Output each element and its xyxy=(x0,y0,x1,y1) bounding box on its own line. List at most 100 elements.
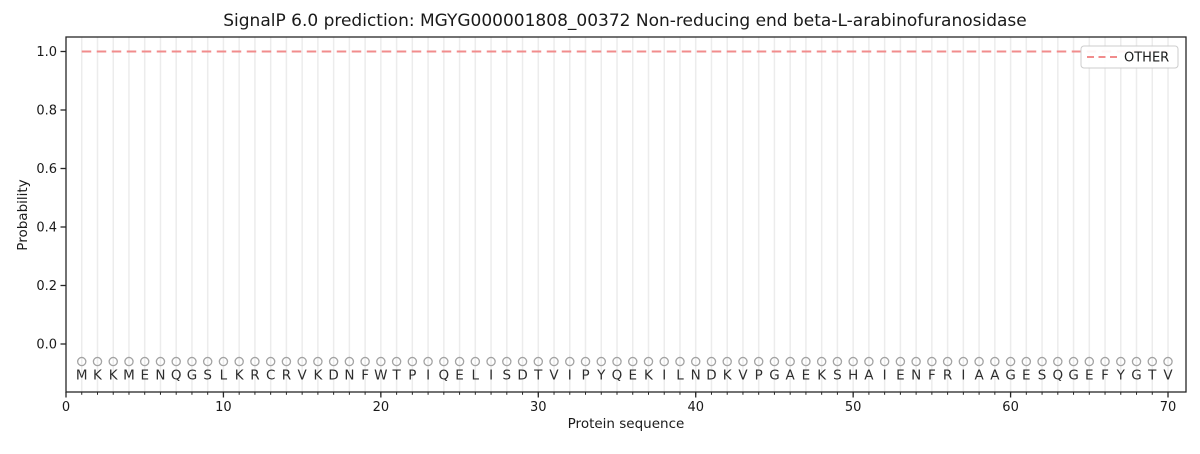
residue-marker xyxy=(1147,356,1158,367)
residue-marker xyxy=(234,356,244,367)
residue-letter: P xyxy=(755,368,763,384)
residue-letter: Y xyxy=(1116,368,1126,384)
residue-letter: K xyxy=(644,368,654,384)
residue-letter: F xyxy=(928,368,936,384)
residue-letter: A xyxy=(786,368,796,384)
gridlines-layer xyxy=(80,37,1169,392)
residue-marker xyxy=(1116,356,1126,367)
residue-marker xyxy=(785,356,795,367)
residue-marker xyxy=(281,356,292,367)
residue-marker xyxy=(1005,356,1016,367)
residue-letter: I xyxy=(426,368,430,384)
residue-marker xyxy=(801,356,811,367)
y-tick-label: 0.0 xyxy=(36,338,57,353)
residue-marker xyxy=(769,356,780,367)
residue-marker xyxy=(627,356,638,367)
residue-marker xyxy=(423,356,433,367)
residue-marker xyxy=(187,356,197,367)
residue-marker xyxy=(171,356,181,367)
residue-letter: N xyxy=(911,368,921,384)
residue-letter: E xyxy=(1085,368,1094,384)
residue-letter: E xyxy=(896,368,905,384)
residue-letter: S xyxy=(1038,368,1047,384)
residue-letter: T xyxy=(533,368,543,384)
residue-letter: T xyxy=(1147,368,1157,384)
residue-letter: Y xyxy=(596,368,606,384)
residue-letter: M xyxy=(123,368,135,384)
residue-letter: L xyxy=(220,368,228,384)
residue-marker xyxy=(1053,356,1063,367)
residue-marker xyxy=(659,356,669,367)
residue-marker xyxy=(108,356,118,367)
residue-marker xyxy=(92,356,103,367)
residue-letter: I xyxy=(883,368,887,384)
residue-marker xyxy=(155,356,166,367)
residue-letter: Q xyxy=(1052,368,1063,384)
residue-markers-layer xyxy=(76,356,1173,367)
legend: OTHER xyxy=(1080,45,1179,69)
residue-letter: R xyxy=(250,368,259,384)
residue-letter: A xyxy=(990,368,1000,384)
residue-marker xyxy=(139,356,150,367)
axis-ticks-layer: 0 10 20 30 40 50 60 70 0.0 0.2 0.4 0.6 0.8 1.0 xyxy=(36,45,1176,415)
residue-letter: V xyxy=(1163,368,1173,384)
residue-marker xyxy=(816,356,827,367)
residue-letter: S xyxy=(503,368,512,384)
plot-title: SignalP 6.0 prediction: MGYG000001808_00… xyxy=(223,11,1026,31)
x-tick-label: 20 xyxy=(373,400,390,415)
residue-letter: R xyxy=(282,368,291,384)
residue-letter: D xyxy=(517,368,527,384)
residue-letter: V xyxy=(549,368,559,384)
residue-marker xyxy=(454,356,465,367)
y-tick-label: 0.2 xyxy=(36,279,57,294)
residue-marker xyxy=(313,356,323,367)
residue-letter: H xyxy=(848,368,858,384)
residue-letter: G xyxy=(187,368,197,384)
y-tick-label: 0.8 xyxy=(36,104,57,119)
legend-entry-label: OTHER xyxy=(1124,51,1169,66)
residue-marker xyxy=(990,356,1000,367)
y-tick-label: 0.4 xyxy=(36,221,57,236)
residue-letter: K xyxy=(313,368,323,384)
residue-letter: A xyxy=(974,368,984,384)
residue-letter: I xyxy=(568,368,572,384)
residue-letter: E xyxy=(1022,368,1031,384)
residue-letter: K xyxy=(93,368,103,384)
residue-marker xyxy=(738,356,748,367)
residue-letter: E xyxy=(455,368,464,384)
residue-marker xyxy=(328,356,339,367)
residue-letter: L xyxy=(472,368,480,384)
residue-marker xyxy=(297,356,307,367)
residue-marker xyxy=(565,356,575,367)
legend-box xyxy=(1080,45,1179,69)
residue-letter: C xyxy=(266,368,275,384)
residue-marker xyxy=(486,356,496,367)
residue-marker xyxy=(250,356,260,367)
residue-marker xyxy=(470,356,481,367)
residue-letter: G xyxy=(769,368,779,384)
residue-letter: L xyxy=(676,368,684,384)
residue-letter: V xyxy=(298,368,308,384)
residue-marker xyxy=(202,356,213,367)
residue-letter: K xyxy=(723,368,733,384)
residue-letter: K xyxy=(109,368,119,384)
residue-marker xyxy=(1021,356,1032,367)
residue-letter: N xyxy=(691,368,701,384)
residue-letter: I xyxy=(662,368,666,384)
residue-marker xyxy=(879,356,890,367)
residue-letter: A xyxy=(864,368,874,384)
residue-marker xyxy=(612,356,622,367)
residue-letter: Q xyxy=(439,368,450,384)
residue-letter: T xyxy=(391,368,401,384)
residue-letter: S xyxy=(203,368,212,384)
residue-letter: V xyxy=(738,368,748,384)
residue-letter: D xyxy=(706,368,716,384)
residue-marker xyxy=(911,356,921,367)
residue-marker xyxy=(1037,356,1047,367)
residue-marker xyxy=(1084,356,1095,367)
x-tick-label: 60 xyxy=(1002,400,1019,415)
residue-marker xyxy=(864,356,874,367)
x-tick-label: 50 xyxy=(845,400,862,415)
